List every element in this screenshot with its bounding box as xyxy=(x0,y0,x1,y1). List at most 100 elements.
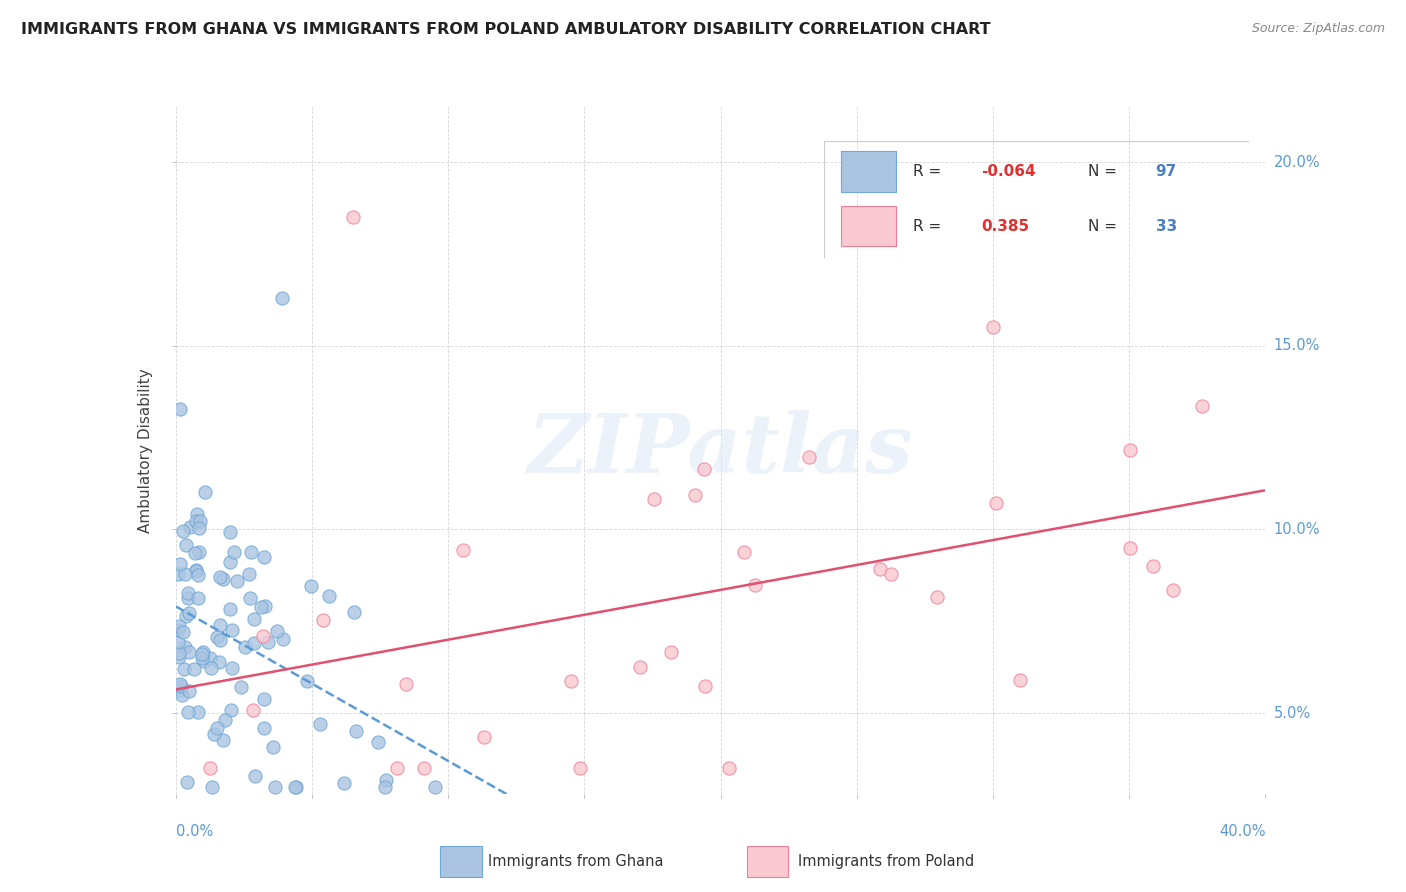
Point xyxy=(744,578,766,592)
Text: Source: ZipAtlas.com: Source: ZipAtlas.com xyxy=(1251,22,1385,36)
Point xyxy=(167,619,190,633)
Point xyxy=(219,525,242,540)
Point xyxy=(205,630,228,644)
Point xyxy=(308,717,330,731)
Point xyxy=(239,545,262,559)
Point xyxy=(560,674,582,689)
Text: ZIPatlas: ZIPatlas xyxy=(527,410,914,491)
Point xyxy=(201,780,224,794)
Point xyxy=(221,661,243,675)
Point xyxy=(425,780,447,794)
Point xyxy=(412,761,434,775)
Point xyxy=(183,546,205,560)
Point xyxy=(263,780,285,794)
Point xyxy=(695,679,717,693)
Point xyxy=(200,661,222,675)
Point xyxy=(208,632,231,647)
Point xyxy=(253,550,276,565)
Point xyxy=(270,291,292,305)
Point xyxy=(179,519,201,533)
Point xyxy=(183,662,205,676)
Point xyxy=(733,545,755,559)
Point xyxy=(1191,399,1213,413)
Point xyxy=(193,654,215,668)
Point xyxy=(186,514,208,528)
Point xyxy=(212,573,235,587)
Text: 0.0%: 0.0% xyxy=(176,824,212,839)
Point xyxy=(1142,558,1164,573)
Point xyxy=(385,761,408,775)
Point xyxy=(177,705,200,719)
Point xyxy=(214,713,236,727)
Point xyxy=(472,730,495,744)
Point xyxy=(224,545,246,559)
Point xyxy=(984,496,1007,510)
Point xyxy=(374,772,396,787)
Point xyxy=(191,650,214,665)
Point xyxy=(717,761,740,775)
Point xyxy=(173,640,195,654)
Point xyxy=(344,724,367,739)
Point xyxy=(186,705,208,719)
FancyBboxPatch shape xyxy=(748,847,789,877)
Point xyxy=(250,599,273,614)
Point xyxy=(659,645,682,659)
Point xyxy=(167,623,190,637)
Point xyxy=(169,676,191,690)
Point xyxy=(243,611,266,625)
Point xyxy=(173,566,195,581)
Point xyxy=(797,450,820,464)
Point xyxy=(683,488,706,502)
Point xyxy=(188,544,211,558)
Point xyxy=(880,566,903,581)
Point xyxy=(184,564,207,578)
Point xyxy=(229,680,252,694)
Text: 15.0%: 15.0% xyxy=(1274,338,1320,353)
Point xyxy=(254,599,277,613)
Text: IMMIGRANTS FROM GHANA VS IMMIGRANTS FROM POLAND AMBULATORY DISABILITY CORRELATIO: IMMIGRANTS FROM GHANA VS IMMIGRANTS FROM… xyxy=(21,22,991,37)
Point xyxy=(167,634,190,648)
Text: Immigrants from Ghana: Immigrants from Ghana xyxy=(488,855,664,869)
Point xyxy=(271,632,294,646)
Point xyxy=(451,542,474,557)
Point xyxy=(1161,582,1184,597)
Point xyxy=(177,644,200,658)
Point xyxy=(209,618,232,632)
Point xyxy=(285,780,308,794)
Point xyxy=(981,320,1004,334)
Point xyxy=(693,462,716,476)
Point xyxy=(257,635,280,649)
Point xyxy=(318,589,340,603)
Point xyxy=(186,507,208,521)
Text: Immigrants from Poland: Immigrants from Poland xyxy=(799,855,974,869)
Point xyxy=(218,602,240,616)
Point xyxy=(170,688,193,702)
Point xyxy=(299,578,322,592)
Point xyxy=(311,613,333,627)
Point xyxy=(187,591,209,605)
Point xyxy=(174,609,197,624)
Point xyxy=(202,727,225,741)
Point xyxy=(188,515,211,529)
Point xyxy=(295,673,318,688)
Point xyxy=(177,586,200,600)
Point xyxy=(177,684,200,698)
Point xyxy=(262,740,284,755)
Point xyxy=(170,679,193,693)
Text: 10.0%: 10.0% xyxy=(1274,522,1320,537)
Point xyxy=(186,563,208,577)
Point xyxy=(167,646,190,660)
Point xyxy=(174,537,197,551)
Point xyxy=(225,574,247,589)
Point xyxy=(211,732,233,747)
Point xyxy=(188,521,211,535)
Point xyxy=(173,662,195,676)
Point xyxy=(367,735,389,749)
Point xyxy=(233,640,256,654)
Point xyxy=(205,722,228,736)
Point xyxy=(569,761,592,775)
Point xyxy=(191,645,214,659)
Text: 20.0%: 20.0% xyxy=(1274,154,1320,169)
Text: 40.0%: 40.0% xyxy=(1219,824,1265,839)
Point xyxy=(169,682,191,697)
